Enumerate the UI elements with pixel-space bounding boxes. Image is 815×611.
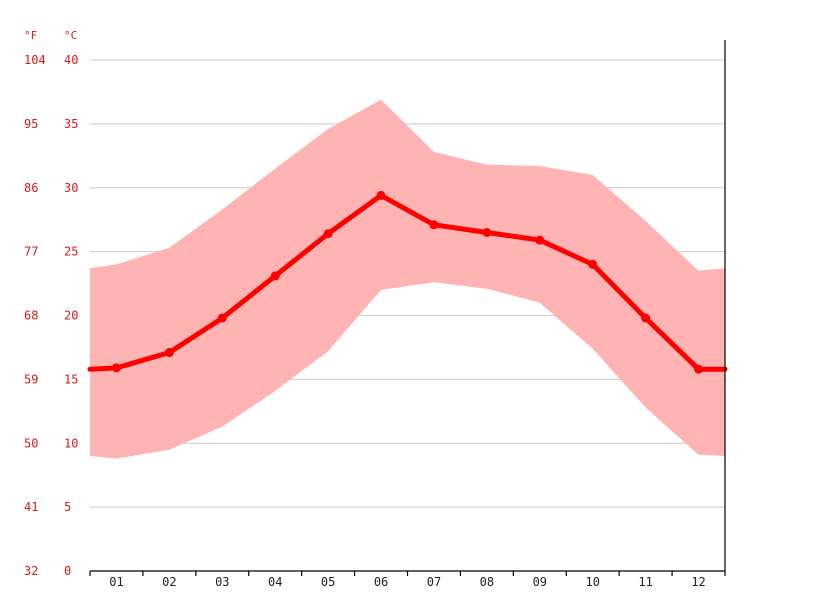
y-tick-label-fahrenheit: 32 [24, 564, 38, 578]
average-temperature-point [270, 271, 280, 281]
y-tick-label-fahrenheit: 68 [24, 309, 38, 323]
x-tick-label-month: 01 [109, 575, 123, 589]
y-tick-label-fahrenheit: 86 [24, 181, 38, 195]
average-temperature-point [588, 259, 598, 269]
average-temperature-point [429, 220, 439, 230]
x-tick-label-month: 10 [585, 575, 599, 589]
y-tick-label-celsius: 10 [64, 436, 78, 450]
average-temperature-point [694, 364, 704, 374]
y-tick-label-fahrenheit: 104 [24, 53, 46, 67]
fahrenheit-unit-label: °F [24, 29, 37, 42]
average-temperature-point [164, 348, 174, 358]
average-temperature-line [87, 192, 728, 372]
x-tick-label-month: 07 [427, 575, 441, 589]
x-tick-label-month: 05 [321, 575, 335, 589]
x-tick-label-month: 02 [162, 575, 176, 589]
x-tick-label-month: 09 [533, 575, 547, 589]
temperature-range-band [90, 99, 725, 459]
celsius-unit-label: °C [64, 29, 77, 42]
y-tick-label-celsius: 35 [64, 117, 78, 131]
x-tick-label-month: 11 [638, 575, 652, 589]
x-tick-label-month: 06 [374, 575, 388, 589]
y-tick-label-celsius: 5 [64, 500, 71, 514]
average-temperature-point [641, 313, 651, 323]
average-temperature-point [376, 190, 386, 200]
average-temperature-point [482, 227, 492, 237]
x-tick-label-month: 08 [480, 575, 494, 589]
y-tick-label-celsius: 25 [64, 245, 78, 259]
x-tick-label-month: 03 [215, 575, 229, 589]
temperature-range-band-layer [90, 99, 725, 459]
average-temperature-point [323, 229, 333, 239]
y-tick-label-fahrenheit: 59 [24, 372, 38, 386]
y-tick-label-fahrenheit: 50 [24, 436, 38, 450]
y-tick-label-celsius: 40 [64, 53, 78, 67]
average-temperature-point [217, 313, 227, 323]
x-tick-label-month: 04 [268, 575, 282, 589]
y-tick-label-celsius: 20 [64, 309, 78, 323]
axis-layer [89, 40, 726, 576]
y-tick-label-celsius: 15 [64, 372, 78, 386]
average-temperature-line-layer [87, 190, 728, 374]
x-tick-label-month: 12 [691, 575, 705, 589]
y-tick-label-fahrenheit: 41 [24, 500, 38, 514]
y-tick-label-celsius: 0 [64, 564, 71, 578]
average-temperature-point [535, 235, 545, 245]
y-tick-label-fahrenheit: 77 [24, 245, 38, 259]
y-tick-label-fahrenheit: 95 [24, 117, 38, 131]
label-layer: °F °C 0 32 5 41 10 50 15 59 20 68 25 77 30 86 35 95 40 10… [24, 29, 706, 589]
y-tick-label-celsius: 30 [64, 181, 78, 195]
average-temperature-point [111, 363, 121, 373]
